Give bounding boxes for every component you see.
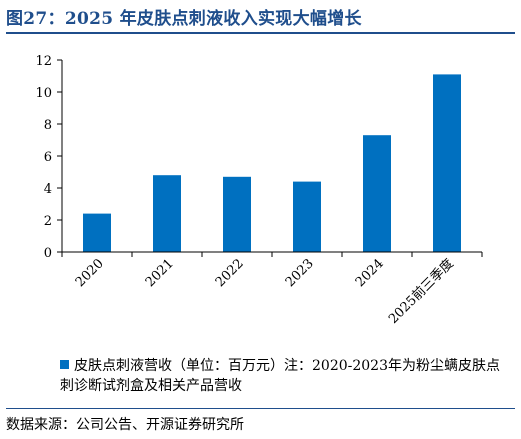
bar-series — [83, 74, 461, 253]
source-note: 数据来源：公司公告、开源证券研究所 — [6, 417, 244, 433]
y-axis: 0 2 4 6 8 10 12 — [35, 54, 63, 261]
footer-divider — [6, 408, 515, 409]
bar — [153, 175, 181, 252]
x-axis: 2020 2021 2022 2023 2024 2025前三季度 — [61, 251, 483, 327]
bar-chart: 0 2 4 6 8 10 12 2020 2021 2022 2023 2024 2025前三季度 — [35, 54, 483, 327]
bar — [223, 176, 251, 252]
x-tick-label: 2023 — [283, 256, 317, 290]
bar — [363, 135, 391, 252]
x-tick-label: 2024 — [353, 256, 387, 290]
legend: 皮肤点刺液营收（单位：百万元）注：2020-2023年为粉尘螨皮肤点刺诊断试剂盒… — [60, 356, 500, 396]
bar — [293, 181, 321, 252]
legend-swatch — [60, 360, 69, 369]
figure-title: 图27：2025 年皮肤点刺液收入实现大幅增长 — [6, 9, 362, 29]
y-tick-label: 12 — [35, 54, 52, 69]
y-tick-label: 2 — [44, 214, 52, 229]
x-tick-label: 2021 — [143, 256, 177, 290]
bar — [433, 74, 461, 253]
x-tick-label: 2025前三季度 — [385, 256, 456, 327]
legend-label: 皮肤点刺液营收（单位：百万元）注：2020-2023年为粉尘螨皮肤点刺诊断试剂盒… — [60, 358, 500, 394]
x-tick-label: 2020 — [73, 256, 107, 290]
y-tick-label: 4 — [44, 182, 52, 197]
y-tick-label: 8 — [44, 118, 52, 133]
y-tick-label: 0 — [44, 246, 52, 261]
y-tick-label: 10 — [35, 86, 52, 101]
x-tick-label: 2022 — [213, 256, 247, 290]
y-tick-label: 6 — [44, 150, 52, 165]
title-divider — [6, 32, 515, 34]
bar — [83, 213, 111, 252]
